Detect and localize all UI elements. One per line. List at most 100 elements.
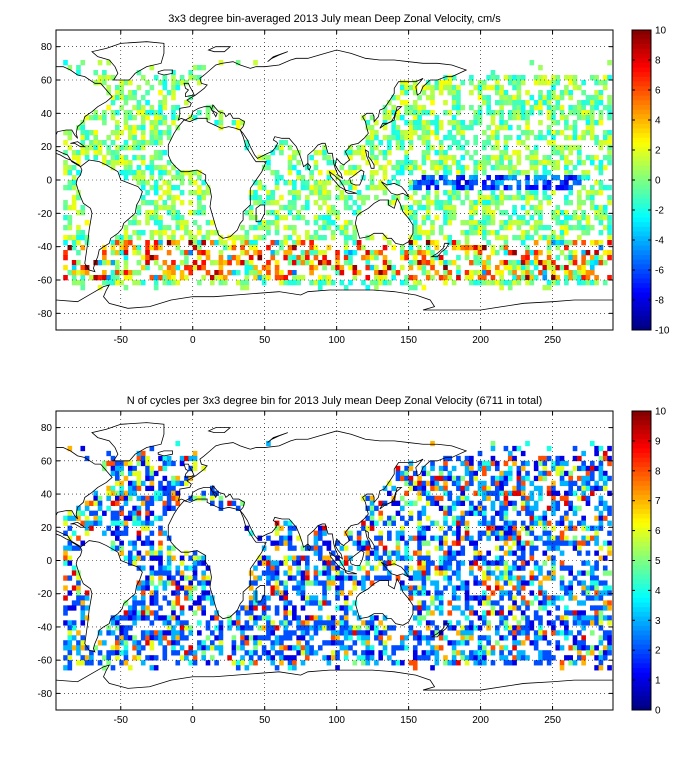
data-bin <box>153 655 159 661</box>
data-bin <box>559 150 565 156</box>
data-bin <box>434 135 440 141</box>
data-bin <box>443 190 448 196</box>
data-bin <box>279 650 284 656</box>
data-bin <box>313 565 319 571</box>
colorbar-swatch <box>632 58 651 64</box>
data-bin <box>184 230 189 236</box>
data-bin <box>555 630 561 636</box>
data-bin <box>602 450 608 457</box>
data-bin <box>283 280 289 286</box>
data-bin <box>443 75 448 81</box>
data-bin <box>499 85 504 91</box>
data-bin <box>322 235 327 241</box>
data-bin <box>391 520 396 526</box>
data-bin <box>115 265 120 271</box>
data-bin <box>378 540 384 546</box>
data-bin <box>533 230 539 236</box>
data-bin <box>248 610 254 616</box>
colorbar-swatch <box>632 635 651 641</box>
colorbar-tick-label: 7 <box>655 496 661 507</box>
data-bin <box>533 105 539 111</box>
data-bin <box>205 105 211 111</box>
data-bin <box>447 470 453 477</box>
data-bin <box>490 200 496 206</box>
data-bin <box>469 470 474 477</box>
data-bin <box>84 150 90 156</box>
data-bin <box>598 120 604 126</box>
coastline-greenland <box>91 422 165 462</box>
data-bin <box>76 270 81 276</box>
data-bin <box>456 180 461 186</box>
data-bin <box>300 255 306 261</box>
data-bin <box>110 650 116 656</box>
data-bin <box>594 80 599 86</box>
data-bin <box>391 275 396 281</box>
data-bin <box>153 275 159 281</box>
data-bin <box>188 625 194 631</box>
data-bin <box>179 75 185 81</box>
data-bin <box>430 250 435 256</box>
data-bin <box>313 280 319 286</box>
data-bin <box>516 75 522 81</box>
data-bin <box>330 655 336 661</box>
data-bin <box>503 245 509 251</box>
data-bin <box>585 465 591 472</box>
data-bin <box>84 645 90 651</box>
data-bin <box>538 110 543 116</box>
data-bin <box>153 190 159 196</box>
data-bin <box>361 540 366 546</box>
data-bin <box>166 640 172 646</box>
data-bin <box>529 575 535 581</box>
data-bin <box>408 595 414 601</box>
data-bin <box>577 600 582 606</box>
data-bin <box>477 520 483 526</box>
data-bin <box>499 280 504 286</box>
data-bin <box>447 240 453 246</box>
data-bin <box>417 565 422 571</box>
data-bin <box>93 140 99 146</box>
data-bin <box>598 260 604 266</box>
data-bin <box>473 220 479 226</box>
data-bin <box>525 115 530 121</box>
data-bin <box>598 190 604 196</box>
data-bin <box>451 550 457 556</box>
data-bin <box>507 195 513 201</box>
data-bin <box>343 255 349 261</box>
data-bin <box>469 175 474 181</box>
data-bin <box>451 140 457 146</box>
data-bin <box>304 250 310 256</box>
data-bin <box>486 640 491 646</box>
data-bin <box>473 655 479 661</box>
data-bin <box>464 525 470 531</box>
data-bin <box>568 95 574 101</box>
colorbar-swatch <box>632 602 651 608</box>
colorbar-swatch <box>632 119 651 125</box>
data-bin <box>119 495 124 501</box>
data-bin <box>602 165 608 171</box>
data-bin <box>115 495 120 501</box>
data-bin <box>486 160 491 166</box>
data-bin <box>279 540 284 546</box>
data-bin <box>503 620 509 626</box>
data-bin <box>192 115 198 121</box>
data-bin <box>330 580 336 586</box>
data-bin <box>102 155 107 161</box>
data-bin <box>89 660 94 666</box>
data-bin <box>533 535 539 541</box>
colorbar-swatch <box>632 560 651 566</box>
data-bin <box>175 185 181 191</box>
data-bin <box>490 570 496 576</box>
data-bin <box>490 130 496 136</box>
data-bin <box>602 225 608 231</box>
data-bin <box>486 550 491 556</box>
data-bin <box>607 140 612 146</box>
data-bin <box>512 100 517 106</box>
data-bin <box>525 130 530 136</box>
data-bin <box>581 210 586 216</box>
data-bin <box>179 630 185 636</box>
data-bin <box>162 270 168 276</box>
data-bin <box>594 75 599 81</box>
data-bin <box>149 630 155 636</box>
data-bin <box>499 245 504 251</box>
data-bin <box>352 640 358 646</box>
